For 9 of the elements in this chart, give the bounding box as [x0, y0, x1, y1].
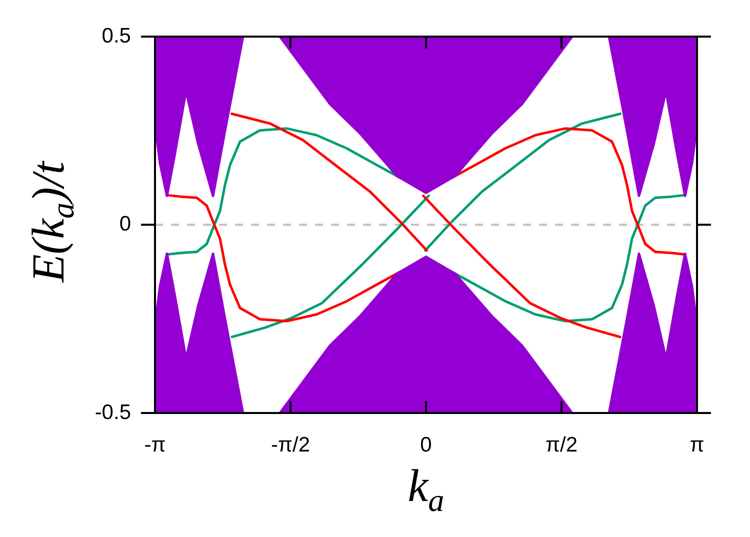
x-tick-label: -π/2 — [271, 433, 310, 456]
x-tick-label: π — [690, 433, 704, 456]
y-tick-label: 0.5 — [102, 24, 131, 48]
x-tick-label: π/2 — [545, 433, 578, 456]
x-tick-label: 0 — [420, 433, 432, 456]
y-tick-label: -0.5 — [94, 400, 131, 424]
y-tick-label: 0 — [119, 212, 131, 236]
x-tick-label: -π — [144, 433, 166, 456]
x-axis-title: k$_{a}$ — [406, 460, 446, 518]
